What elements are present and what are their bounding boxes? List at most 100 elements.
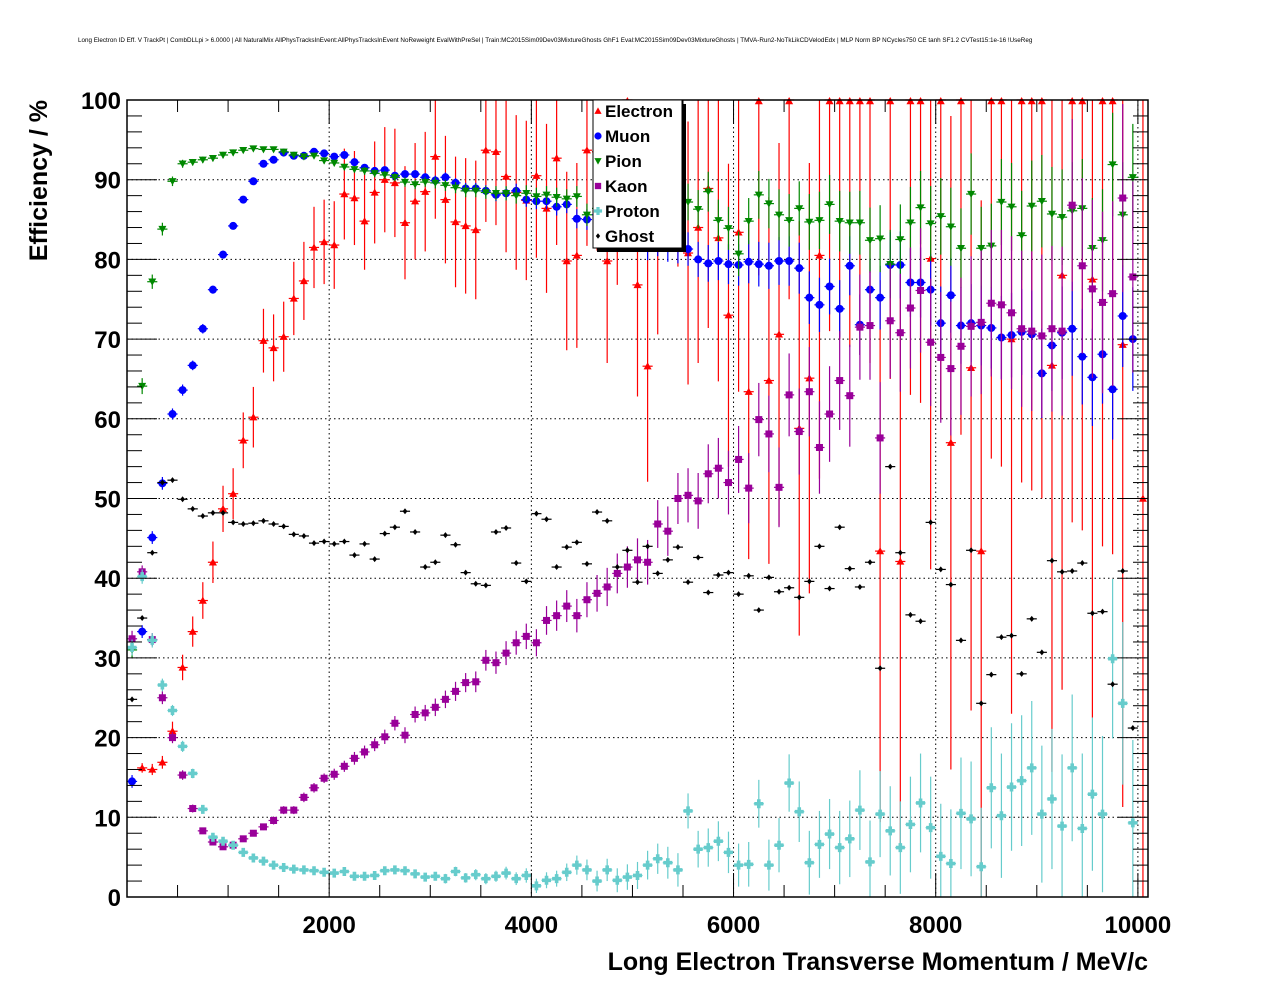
data-point xyxy=(756,607,762,614)
data-point xyxy=(350,194,359,202)
data-point xyxy=(1120,568,1126,575)
data-point xyxy=(279,148,288,156)
data-point xyxy=(440,874,450,884)
data-point xyxy=(724,311,733,319)
data-point xyxy=(715,572,721,579)
data-point xyxy=(158,225,167,234)
data-point xyxy=(552,154,561,162)
data-point xyxy=(976,862,986,872)
data-point xyxy=(1009,632,1014,639)
data-point xyxy=(390,174,399,182)
data-point xyxy=(148,765,157,773)
data-point xyxy=(936,851,946,861)
data-point xyxy=(1129,273,1137,281)
data-point xyxy=(330,770,338,778)
data-point xyxy=(168,727,177,735)
data-point xyxy=(521,870,531,880)
data-point xyxy=(208,558,217,566)
data-point xyxy=(137,572,147,582)
data-point xyxy=(685,579,691,586)
data-point xyxy=(835,304,844,313)
data-point xyxy=(744,859,754,869)
data-point xyxy=(310,243,319,251)
data-point xyxy=(1027,202,1036,211)
data-point xyxy=(198,156,207,164)
data-point xyxy=(582,211,591,219)
legend-item-proton: Proton xyxy=(593,202,660,221)
data-point xyxy=(673,865,683,875)
data-point xyxy=(937,353,945,361)
data-point xyxy=(208,154,217,163)
data-point xyxy=(279,332,288,340)
data-point xyxy=(168,410,177,419)
data-point xyxy=(493,528,499,535)
data-point xyxy=(684,491,692,499)
data-point xyxy=(744,387,753,395)
data-point xyxy=(310,152,319,160)
data-point xyxy=(249,145,258,153)
data-point xyxy=(411,181,420,189)
data-point xyxy=(198,804,208,814)
data-point xyxy=(462,679,470,687)
data-point xyxy=(805,388,813,396)
data-point xyxy=(471,187,480,195)
data-point xyxy=(855,219,864,227)
data-point xyxy=(946,223,955,231)
data-point xyxy=(764,200,773,208)
data-point xyxy=(1049,557,1055,564)
data-point xyxy=(239,436,248,444)
data-point xyxy=(290,806,298,814)
data-point xyxy=(948,581,954,588)
data-point xyxy=(1068,201,1076,209)
data-point xyxy=(784,778,794,788)
data-point xyxy=(774,840,784,850)
data-point xyxy=(723,847,733,857)
data-point xyxy=(1118,698,1128,708)
data-point xyxy=(281,523,287,530)
data-point xyxy=(644,558,652,566)
legend-item-muon: Muon xyxy=(594,127,650,146)
data-point xyxy=(371,741,379,749)
data-point xyxy=(785,391,793,399)
data-point xyxy=(259,146,268,154)
data-point xyxy=(512,192,521,200)
data-point xyxy=(360,217,369,225)
y-tick-label: 0 xyxy=(108,885,121,912)
data-point xyxy=(594,509,600,516)
data-point xyxy=(958,637,964,644)
data-point xyxy=(472,678,480,686)
data-point xyxy=(582,865,592,875)
data-point xyxy=(481,874,491,884)
data-point xyxy=(200,513,206,520)
data-point xyxy=(411,170,420,179)
data-point xyxy=(188,768,198,778)
data-point xyxy=(917,286,925,294)
data-point xyxy=(826,410,834,418)
data-point xyxy=(401,731,409,739)
data-point xyxy=(895,843,905,853)
legend-marker xyxy=(593,206,603,216)
data-point xyxy=(461,221,470,230)
x-tick-label: 2000 xyxy=(302,912,355,939)
data-point xyxy=(847,565,853,572)
data-point xyxy=(249,829,257,837)
legend-marker xyxy=(594,107,602,114)
data-point xyxy=(228,840,238,850)
data-point xyxy=(655,570,661,577)
data-point xyxy=(138,382,147,391)
data-point xyxy=(441,195,450,203)
data-point xyxy=(452,687,460,695)
data-point xyxy=(1090,610,1095,617)
data-point xyxy=(805,293,814,302)
data-point xyxy=(694,497,702,505)
data-point xyxy=(392,524,398,531)
data-point xyxy=(158,758,167,766)
data-point xyxy=(582,146,591,154)
data-point xyxy=(1099,298,1107,306)
y-axis-title: Efficiency / % xyxy=(25,100,53,261)
data-point xyxy=(1108,385,1117,394)
data-point xyxy=(330,159,339,167)
data-point xyxy=(1037,198,1046,206)
data-point xyxy=(279,863,289,873)
data-point xyxy=(866,322,874,330)
